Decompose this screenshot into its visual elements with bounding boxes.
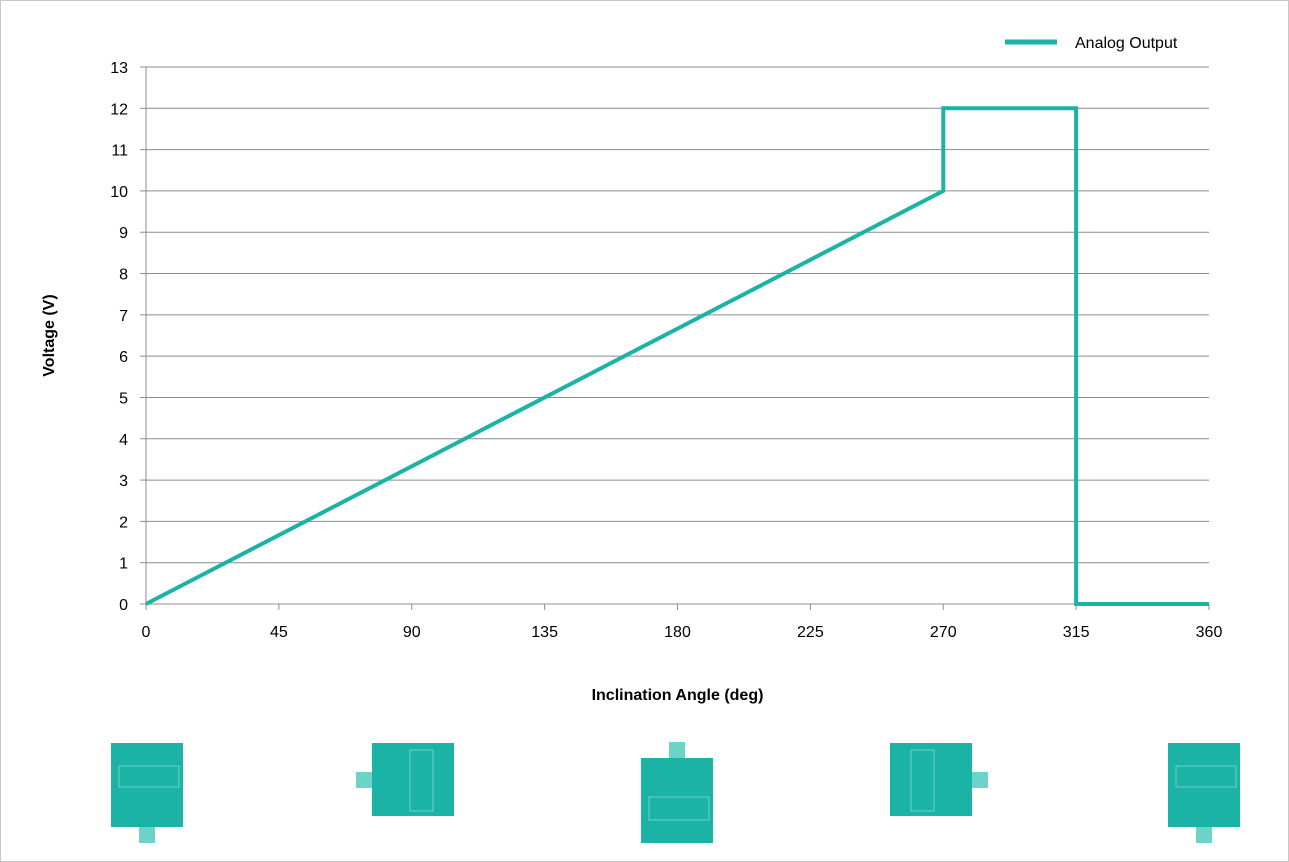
sensor-tab	[356, 772, 372, 788]
sensor-window	[1175, 765, 1237, 788]
series-group	[145, 106, 1209, 606]
sensor-tab	[669, 742, 685, 758]
sensor-tab	[972, 772, 988, 788]
x-tick-label: 90	[403, 624, 421, 641]
sensor-window	[409, 749, 434, 812]
x-axis-title: Inclination Angle (deg)	[592, 687, 764, 704]
x-tick-label: 225	[797, 624, 824, 641]
sensor-tab-right-icon	[890, 743, 988, 816]
y-tick-label: 4	[119, 432, 128, 449]
sensor-window	[910, 749, 935, 812]
legend: Analog Output	[1005, 35, 1178, 52]
y-tick-label: 10	[110, 184, 128, 201]
gridlines	[140, 66, 1209, 605]
sensor-tab	[1196, 827, 1212, 843]
x-tick-label: 360	[1196, 624, 1223, 641]
y-tick-label: 8	[119, 267, 128, 284]
y-tick-label: 2	[119, 514, 128, 531]
y-tick-label: 7	[119, 308, 128, 325]
sensor-body	[890, 743, 972, 816]
y-tick-label: 12	[110, 101, 128, 118]
axes	[145, 67, 1210, 610]
x-tick-label: 0	[142, 624, 151, 641]
sensor-window	[118, 765, 180, 788]
series-line-analog-output	[145, 106, 1209, 606]
x-tick-label: 45	[270, 624, 288, 641]
y-tick-label: 0	[119, 597, 128, 614]
sensor-body	[641, 758, 713, 843]
sensor-tab-down-icon	[1168, 743, 1240, 843]
y-tick-label: 5	[119, 390, 128, 407]
y-tick-label: 13	[110, 60, 128, 77]
sensor-tab	[139, 827, 155, 843]
y-tick-label: 9	[119, 225, 128, 242]
y-tick-label: 1	[119, 556, 128, 573]
sensor-body	[111, 743, 183, 827]
x-tick-label: 315	[1063, 624, 1090, 641]
sensor-body	[1168, 743, 1240, 827]
sensor-tab-left-icon	[356, 743, 454, 816]
x-tick-label: 270	[930, 624, 957, 641]
x-tick-label: 135	[531, 624, 558, 641]
x-tick-labels: 0 45 90 135 180 225 270 315 360	[142, 624, 1223, 641]
sensor-tab-down-icon	[111, 743, 183, 843]
y-axis-title: Voltage (V)	[41, 294, 58, 376]
x-tick-label: 180	[664, 624, 691, 641]
y-tick-label: 3	[119, 473, 128, 490]
orientation-icons	[111, 742, 1240, 843]
sensor-window	[648, 796, 710, 821]
y-tick-label: 6	[119, 349, 128, 366]
sensor-tab-up-icon	[641, 742, 713, 843]
y-tick-label: 11	[111, 143, 128, 160]
sensor-body	[372, 743, 454, 816]
legend-label: Analog Output	[1075, 35, 1178, 52]
